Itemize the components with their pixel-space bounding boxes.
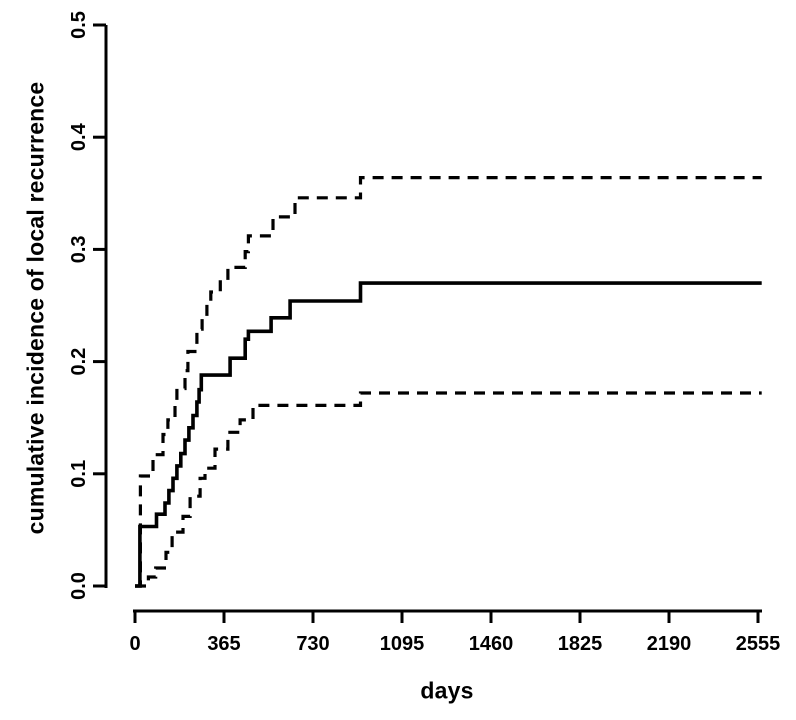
x-tick-label: 0	[129, 633, 140, 655]
y-tick-label: 0.5	[68, 11, 90, 39]
x-tick-label: 2190	[647, 633, 692, 655]
y-tick-label: 0.4	[68, 122, 90, 151]
series-lower-confidence-bound	[135, 391, 762, 588]
y-tick-label: 0.3	[68, 235, 90, 263]
y-axis-title: cumulative incidence of local recurrence	[22, 81, 49, 535]
x-axis-title: days	[420, 677, 474, 704]
y-tick-label: 0.2	[68, 348, 90, 376]
x-tick-label: 730	[296, 633, 329, 655]
y-tick-label: 0.1	[68, 460, 90, 488]
series-upper-confidence-bound	[135, 176, 762, 588]
x-tick-label: 2555	[736, 633, 781, 655]
x-tick-label: 1460	[469, 633, 514, 655]
series-cumulative-incidence-estimate	[135, 281, 762, 588]
x-tick-label: 365	[207, 633, 240, 655]
y-tick-label: 0.0	[68, 572, 90, 600]
x-tick-label: 1095	[380, 633, 425, 655]
x-tick-label: 1825	[558, 633, 603, 655]
